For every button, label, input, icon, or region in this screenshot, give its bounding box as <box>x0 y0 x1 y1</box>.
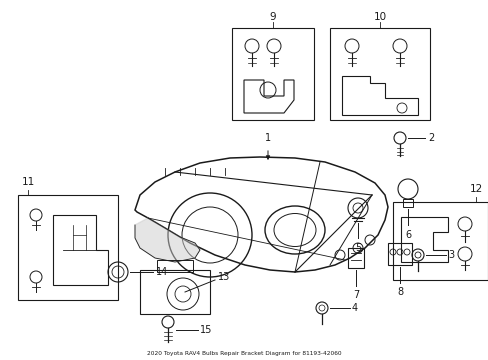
Text: 8: 8 <box>396 287 402 297</box>
Bar <box>347 248 363 268</box>
Bar <box>392 202 487 280</box>
Text: 15: 15 <box>200 325 212 335</box>
Text: 7: 7 <box>352 290 358 300</box>
Text: 2: 2 <box>427 133 433 143</box>
Bar <box>387 243 411 265</box>
Text: 12: 12 <box>468 184 482 194</box>
Bar <box>329 28 429 120</box>
Text: 10: 10 <box>373 12 386 22</box>
Text: 9: 9 <box>269 12 276 22</box>
Bar <box>140 270 209 314</box>
Bar <box>157 260 193 272</box>
Bar <box>402 199 412 207</box>
Text: 13: 13 <box>218 272 230 282</box>
Text: 4: 4 <box>351 303 357 313</box>
Bar <box>18 195 118 300</box>
Text: 1: 1 <box>264 133 270 143</box>
Bar <box>231 28 313 120</box>
Text: 5: 5 <box>354 243 360 253</box>
Text: 2020 Toyota RAV4 Bulbs Repair Bracket Diagram for 81193-42060: 2020 Toyota RAV4 Bulbs Repair Bracket Di… <box>147 351 341 356</box>
Text: 6: 6 <box>404 230 410 240</box>
Polygon shape <box>135 218 200 262</box>
Text: 11: 11 <box>21 177 35 187</box>
Text: 3: 3 <box>447 250 453 260</box>
Text: 14: 14 <box>156 267 168 277</box>
